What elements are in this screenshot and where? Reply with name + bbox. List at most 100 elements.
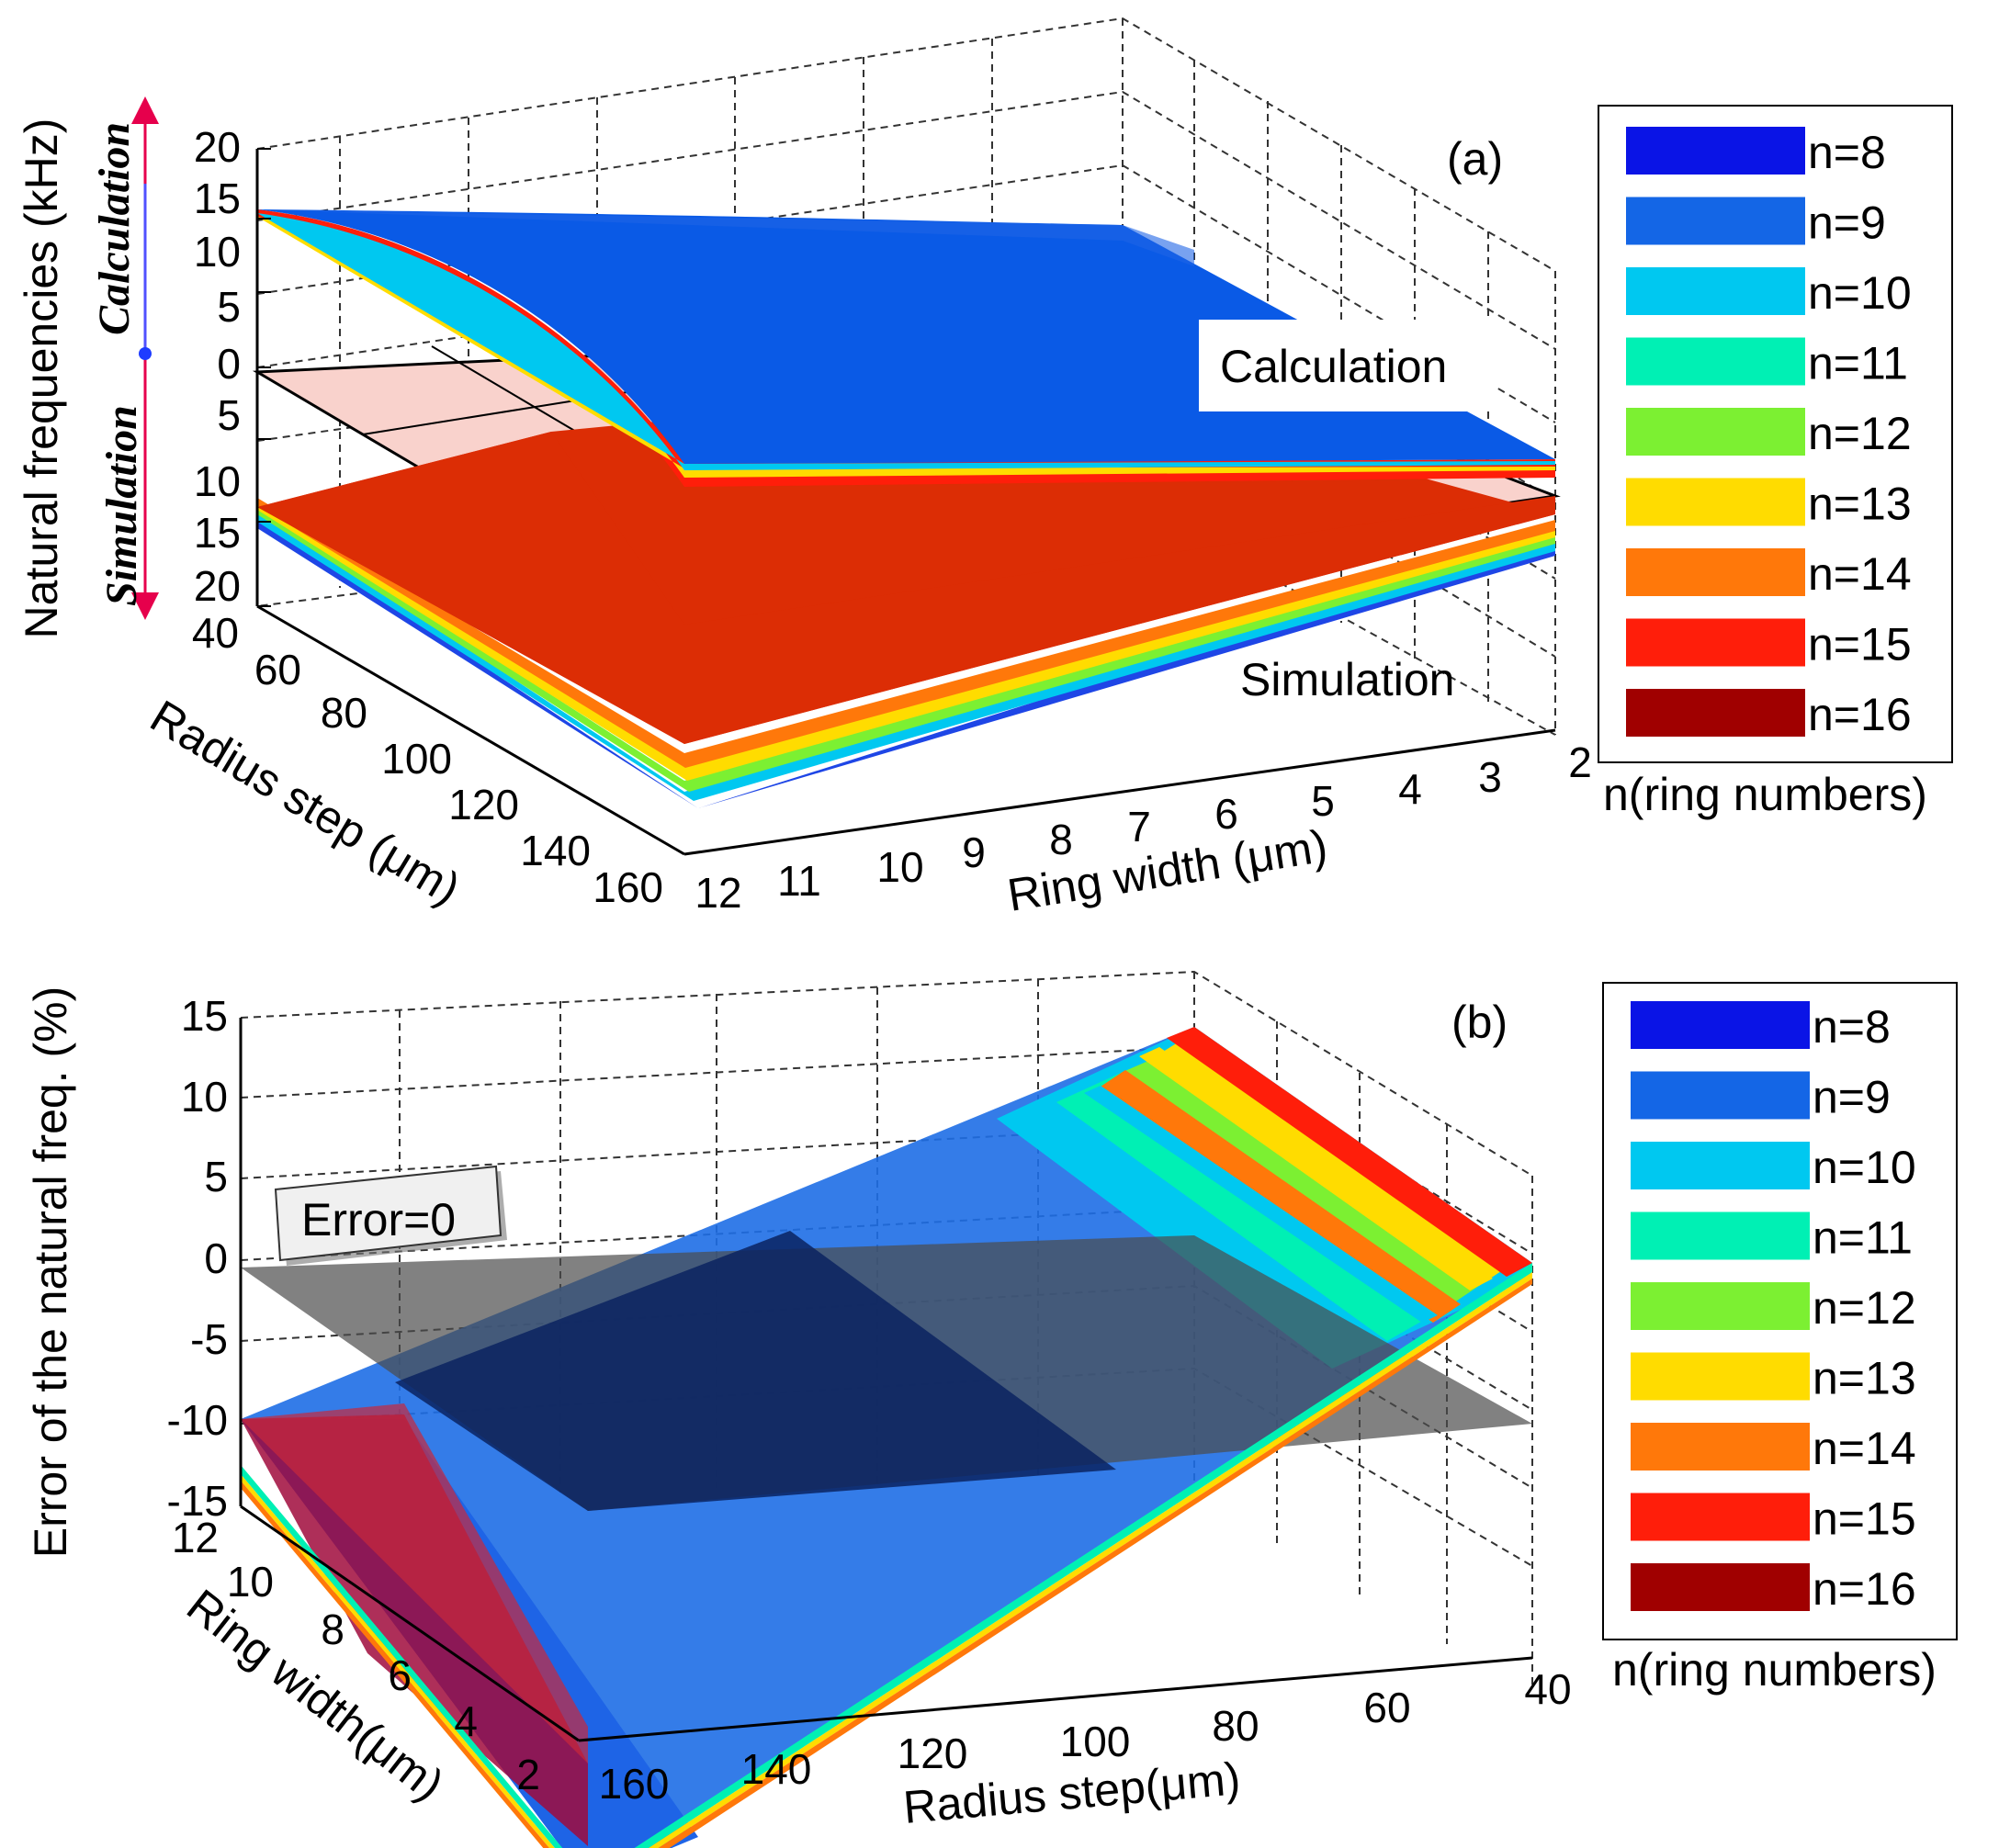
a-ytick: 5 [1311,777,1335,825]
legend-a-label: n=12 [1808,408,1912,459]
a-xtick: 80 [321,689,367,737]
a-panel-label: (a) [1447,133,1503,185]
a-ztick: 20 [194,123,241,171]
a-ytick: 6 [1214,790,1238,838]
a-ytick: 2 [1568,738,1592,786]
b-xtick: 160 [599,1760,670,1808]
a-ztick: 20 [194,562,241,610]
panel-a: 20 15 10 5 0 5 10 15 20 40 60 80 100 120… [16,17,1592,921]
a-ytick: 8 [1049,816,1073,863]
a-ztick: 15 [194,509,241,557]
b-ytick: 12 [172,1514,219,1561]
a-ztick: 5 [217,283,241,331]
legend-a-swatch [1626,618,1805,667]
legend-a-label: n=15 [1808,619,1912,670]
legend-b-swatch [1631,1001,1810,1049]
panel-a-x-ticks: 40 60 80 100 120 140 160 [192,609,663,911]
a-xtick: 140 [520,827,591,874]
legend-a-swatch [1626,689,1805,737]
legend-b-label: n=11 [1813,1212,1913,1264]
legend-a-title: n(ring numbers) [1603,769,1927,820]
b-panel-label: (b) [1451,997,1508,1048]
legend-b-label: n=15 [1813,1493,1916,1545]
legend-b-label: n=13 [1813,1353,1916,1404]
a-xtick: 60 [254,646,301,693]
b-ztick: 5 [204,1153,228,1200]
a-ytick: 9 [962,828,986,876]
b-ztick: 10 [181,1073,228,1121]
a-ztick: 10 [194,457,241,505]
a-ztick: 5 [217,391,241,439]
legend-b-swatch [1631,1142,1810,1189]
a-side-sim: Simulation [97,405,146,606]
b-xtick: 140 [741,1745,812,1793]
b-error-box [274,1165,507,1266]
panel-a-y-ticks: 12 11 10 9 8 7 6 5 4 3 2 [695,738,1591,917]
legend-a-swatch [1626,337,1805,386]
legend-b-swatch [1631,1352,1810,1401]
legend-a-swatch [1626,267,1805,315]
a-ztick: 0 [217,340,241,388]
legend-a-label: n=10 [1808,267,1912,319]
a-xtick: 40 [192,609,239,657]
legend-a-label: n=14 [1808,548,1912,600]
a-ytick: 4 [1398,765,1422,813]
panel-b: 15 10 5 0 -5 -10 -15 12 10 8 6 4 2 160 1… [25,970,1572,1848]
b-ztick: 15 [181,992,228,1040]
a-xtick: 120 [448,781,519,828]
legend-a-swatch [1626,197,1805,245]
legend-b-label: n=14 [1813,1423,1916,1474]
b-ytick: 6 [388,1651,412,1699]
b-zlabel: Error of the natural freq. (%) [25,986,76,1558]
legend-b: n=8 n=9 n=10 n=11 n=12 n=13 n=14 n=15 n=16 n(rin… [1602,982,1958,1696]
a-xlabel: Radius step (μm) [141,690,469,915]
legend-b-swatch [1631,1211,1810,1260]
legend-a-swatch [1626,548,1805,596]
legend-a-swatch [1626,127,1805,175]
legend-b-label: n=10 [1813,1142,1916,1193]
b-ztick: 0 [204,1234,228,1282]
panel-b-axes [239,1018,1533,1742]
legend-b-swatch [1631,1282,1810,1330]
a-calc-box [1199,320,1497,411]
legend-a-label: n=16 [1808,689,1912,740]
legend-a: n=8 n=9 n=10 n=11 n=12 n=13 n=14 n=15 n=16 n(rin… [1598,105,1953,820]
legend-a-label: n=11 [1808,338,1908,389]
a-ytick: 12 [695,869,741,917]
legend-b-swatch [1631,1493,1810,1541]
panel-b-x-ticks: 160 140 120 100 80 60 40 [599,1665,1572,1808]
a-ytick: 10 [876,843,923,891]
a-ytick: 11 [777,857,821,905]
a-ztick: 15 [194,175,241,222]
legend-b-swatch [1631,1423,1810,1471]
panel-b-y-ticks: 12 10 8 6 4 2 [172,1514,540,1798]
a-sim-box-text: Simulation [1240,654,1454,705]
legend-b-swatch [1631,1071,1810,1120]
legend-b-title: n(ring numbers) [1612,1644,1937,1696]
legend-a-swatch [1626,408,1805,456]
panel-b-z-ticks: 15 10 5 0 -5 -10 -15 [167,992,228,1525]
b-ytick: 10 [227,1558,274,1606]
b-ztick: -10 [167,1396,228,1444]
legend-a-swatch [1626,478,1805,526]
b-ztick: -5 [190,1315,228,1363]
a-ytick: 3 [1478,753,1502,801]
b-ztick: -15 [167,1477,228,1525]
panel-b-dark-region [395,1231,1116,1511]
a-ytick: 7 [1127,803,1151,851]
legend-a-label: n=13 [1808,479,1912,530]
legend-b-label: n=8 [1813,1001,1891,1053]
b-xtick: 120 [898,1730,968,1777]
a-side-arrow [131,96,159,620]
b-error-box-text: Error=0 [301,1194,456,1245]
b-xtick: 80 [1212,1702,1259,1750]
b-xtick: 40 [1524,1665,1571,1713]
a-xtick: 100 [381,735,452,783]
legend-b-label: n=9 [1813,1072,1891,1123]
b-ytick: 2 [516,1751,540,1798]
panel-a-z-ticks: 20 15 10 5 0 5 10 15 20 [194,123,241,610]
a-xtick: 160 [593,863,663,911]
a-ztick: 10 [194,228,241,276]
b-xtick: 60 [1363,1684,1410,1731]
